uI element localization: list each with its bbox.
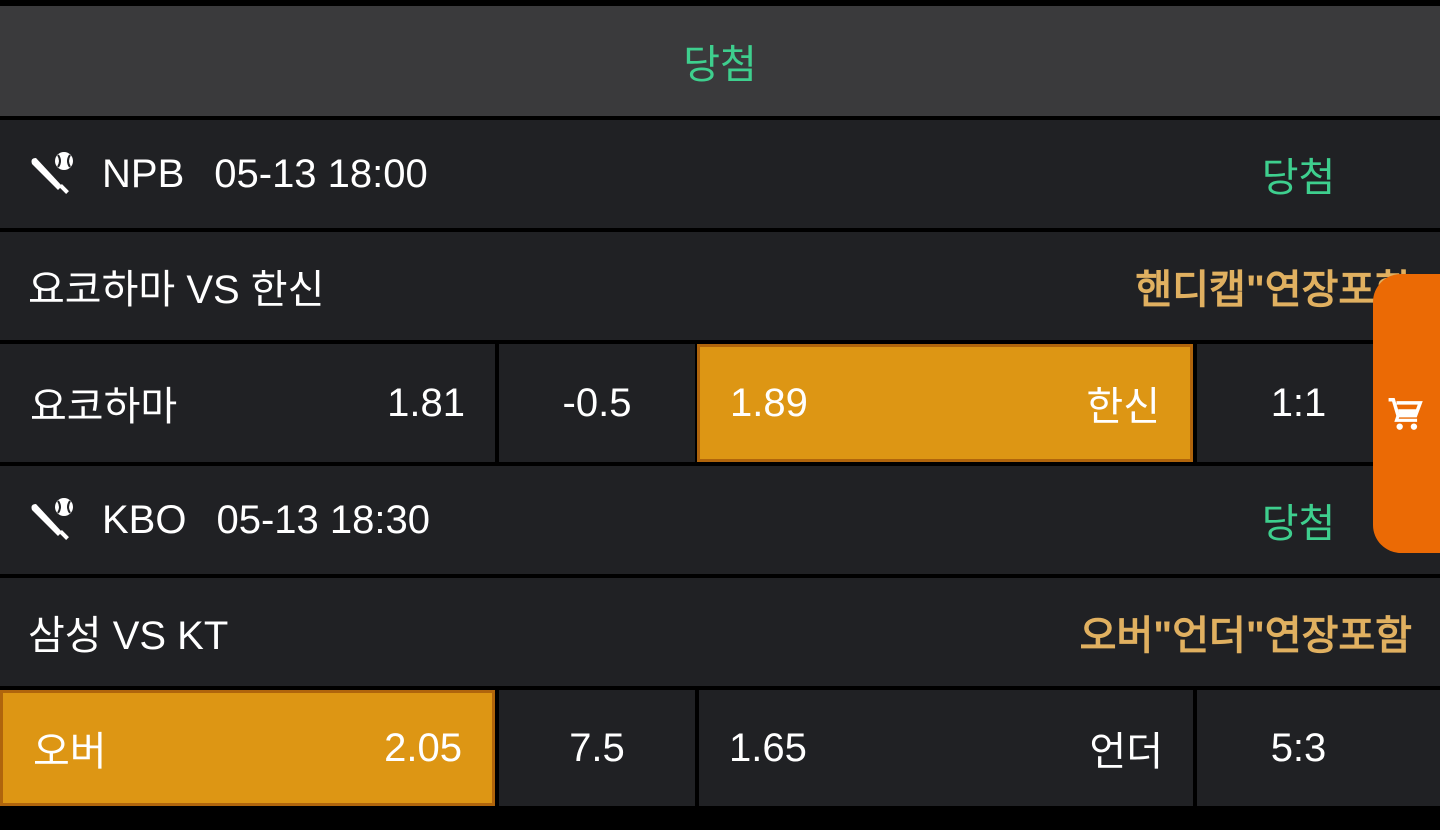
line-value: 7.5 — [499, 690, 695, 806]
header-status: 당첨 — [683, 43, 757, 87]
away-odds: 1.65 — [729, 725, 807, 770]
market-type: 핸디캡"연장포함 — [1135, 268, 1412, 312]
game-status: 당첨 — [1197, 120, 1440, 228]
matchup-row: 삼성 VS KT 오버"언더"연장포함 — [0, 578, 1440, 686]
matchup: 요코하마 VS 한신 — [28, 268, 325, 312]
odds-row: 요코하마 1.81 -0.5 1.89 한신 1:1 — [0, 344, 1440, 462]
matchup-row: 요코하마 VS 한신 핸디캡"연장포함 — [0, 232, 1440, 340]
home-odds: 2.05 — [384, 725, 462, 770]
home-option[interactable]: 오버 2.05 — [0, 690, 495, 806]
line-value: -0.5 — [499, 344, 695, 462]
away-label: 언더 — [1089, 730, 1163, 774]
away-option[interactable]: 1.89 한신 — [697, 344, 1193, 462]
away-option[interactable]: 1.65 언더 — [699, 690, 1193, 806]
league-info: KBO 05-13 18:30 — [0, 466, 1193, 574]
league-name: KBO — [102, 497, 187, 542]
home-odds: 1.81 — [387, 380, 465, 425]
league-info: NPB 05-13 18:00 — [0, 120, 1193, 228]
league-name: NPB — [102, 151, 185, 196]
away-label: 한신 — [1086, 385, 1160, 429]
odds-row: 오버 2.05 7.5 1.65 언더 5:3 — [0, 690, 1440, 806]
home-option[interactable]: 요코하마 1.81 — [0, 344, 495, 462]
game-datetime: 05-13 18:30 — [216, 497, 430, 542]
baseball-icon — [31, 498, 73, 540]
baseball-icon — [31, 152, 73, 194]
market-type: 오버"언더"연장포함 — [1079, 614, 1412, 658]
cart-icon — [1388, 397, 1423, 430]
game-datetime: 05-13 18:00 — [214, 151, 428, 196]
home-label: 요코하마 — [30, 385, 178, 429]
score: 5:3 — [1197, 690, 1440, 806]
game-league-row: NPB 05-13 18:00 당첨 — [0, 120, 1440, 228]
result-header: 당첨 — [0, 6, 1440, 116]
cart-button[interactable] — [1373, 274, 1440, 553]
home-label: 오버 — [33, 730, 107, 774]
matchup: 삼성 VS KT — [28, 614, 229, 658]
game-league-row: KBO 05-13 18:30 당첨 — [0, 466, 1440, 574]
away-odds: 1.89 — [730, 380, 808, 425]
